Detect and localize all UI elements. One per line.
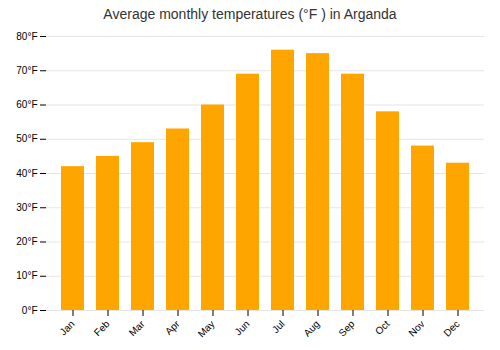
svg-text:80°F: 80°F	[16, 31, 37, 42]
svg-text:40°F: 40°F	[16, 168, 37, 179]
svg-text:Jul: Jul	[270, 318, 287, 335]
svg-text:20°F: 20°F	[16, 236, 37, 247]
svg-text:10°F: 10°F	[16, 270, 37, 281]
svg-text:Mar: Mar	[127, 318, 147, 338]
svg-text:30°F: 30°F	[16, 202, 37, 213]
svg-text:Aug: Aug	[301, 318, 321, 338]
svg-text:Sep: Sep	[336, 318, 357, 339]
svg-text:70°F: 70°F	[16, 65, 37, 76]
svg-text:Jun: Jun	[232, 318, 251, 337]
svg-text:Oct: Oct	[373, 318, 392, 337]
svg-text:May: May	[196, 318, 217, 339]
svg-text:Nov: Nov	[406, 318, 426, 338]
svg-text:Apr: Apr	[163, 318, 182, 337]
svg-text:Dec: Dec	[441, 318, 461, 338]
svg-text:50°F: 50°F	[16, 133, 37, 144]
svg-text:Jan: Jan	[57, 318, 76, 337]
svg-text:Feb: Feb	[92, 318, 112, 338]
html-text:Average monthly temperatures (: Average monthly temperatures (°F ) in Ar…	[103, 6, 397, 22]
svg-text:0°F: 0°F	[22, 305, 38, 316]
svg-text:60°F: 60°F	[16, 99, 37, 110]
